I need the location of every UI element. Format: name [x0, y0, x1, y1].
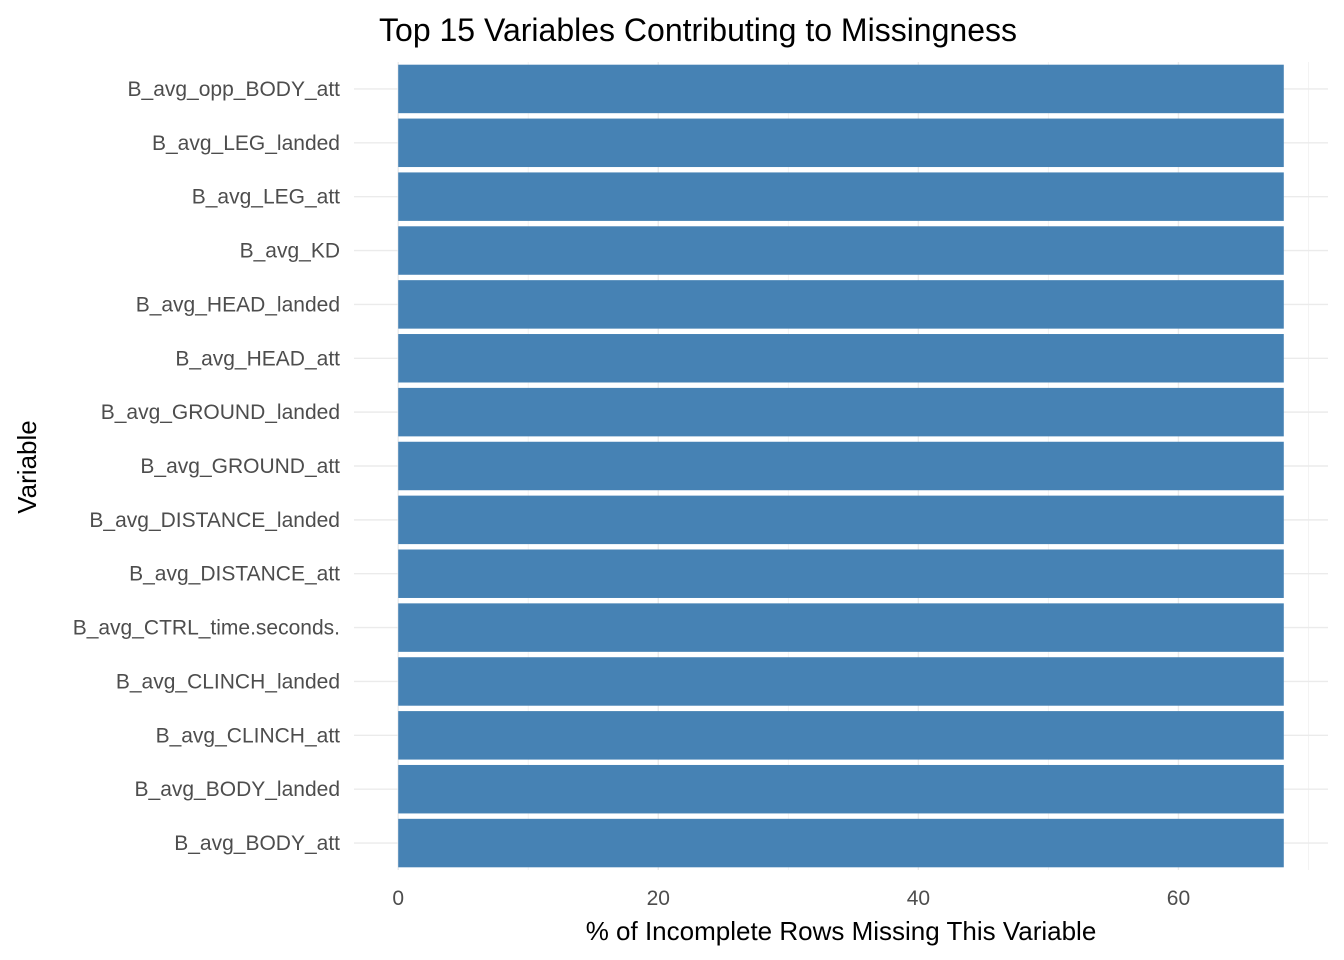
y-tick-label: B_avg_DISTANCE_att — [129, 563, 340, 586]
x-axis-title: % of Incomplete Rows Missing This Variab… — [586, 916, 1097, 946]
bar — [398, 818, 1284, 868]
bar — [398, 226, 1284, 275]
bar — [398, 441, 1284, 491]
y-tick-labels: B_avg_BODY_att B_avg_BODY_landed B_avg_CLI… — [73, 78, 340, 855]
bar — [398, 172, 1284, 221]
y-tick-label: B_avg_HEAD_att — [175, 347, 340, 370]
bar — [398, 118, 1284, 168]
y-tick-label: B_avg_CLINCH_att — [156, 724, 341, 747]
y-tick-label: B_avg_HEAD_landed — [136, 293, 340, 316]
y-tick-label: B_avg_KD — [240, 240, 340, 263]
y-tick-label: B_avg_BODY_att — [174, 832, 340, 855]
bar — [398, 657, 1284, 706]
y-tick-label: B_avg_opp_BODY_att — [128, 78, 341, 101]
y-tick-label: B_avg_DISTANCE_landed — [89, 509, 340, 532]
y-tick-label: B_avg_BODY_landed — [135, 778, 340, 801]
bar — [398, 334, 1284, 383]
bars — [398, 64, 1284, 868]
bar — [398, 387, 1284, 437]
x-tick-label: 40 — [907, 887, 930, 910]
y-tick-label: B_avg_CTRL_time.seconds. — [73, 617, 340, 640]
x-tick-label: 0 — [392, 887, 404, 910]
y-tick-label: B_avg_CLINCH_landed — [116, 670, 340, 693]
bar — [398, 495, 1284, 545]
y-tick-label: B_avg_GROUND_att — [140, 455, 340, 478]
bar — [398, 64, 1284, 114]
bar — [398, 549, 1284, 598]
y-axis-title: Variable — [12, 420, 42, 513]
x-tick-labels: 0 20 40 60 — [392, 887, 1190, 910]
y-tick-label: B_avg_LEG_att — [192, 186, 340, 209]
y-tick-label: B_avg_LEG_landed — [152, 132, 340, 155]
x-tick-label: 20 — [647, 887, 670, 910]
bar — [398, 280, 1284, 329]
bar — [398, 711, 1284, 760]
bar — [398, 603, 1284, 652]
x-tick-label: 60 — [1167, 887, 1190, 910]
chart-title: Top 15 Variables Contributing to Missing… — [379, 12, 1017, 48]
bar — [398, 764, 1284, 814]
y-tick-label: B_avg_GROUND_landed — [101, 401, 340, 424]
